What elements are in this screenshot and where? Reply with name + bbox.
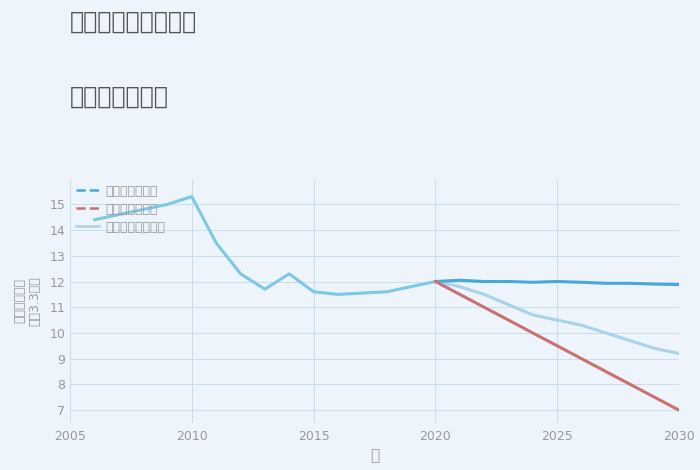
Text: 福岡県八女市岩崎の: 福岡県八女市岩崎の bbox=[70, 9, 197, 33]
Text: 土地の価格推移: 土地の価格推移 bbox=[70, 85, 169, 109]
Y-axis label: 単価（万円）
坪（3.3㎡）: 単価（万円） 坪（3.3㎡） bbox=[13, 276, 41, 326]
Legend: グッドシナリオ, バッドシナリオ, ノーマルシナリオ: グッドシナリオ, バッドシナリオ, ノーマルシナリオ bbox=[76, 185, 165, 234]
X-axis label: 年: 年 bbox=[370, 448, 379, 463]
